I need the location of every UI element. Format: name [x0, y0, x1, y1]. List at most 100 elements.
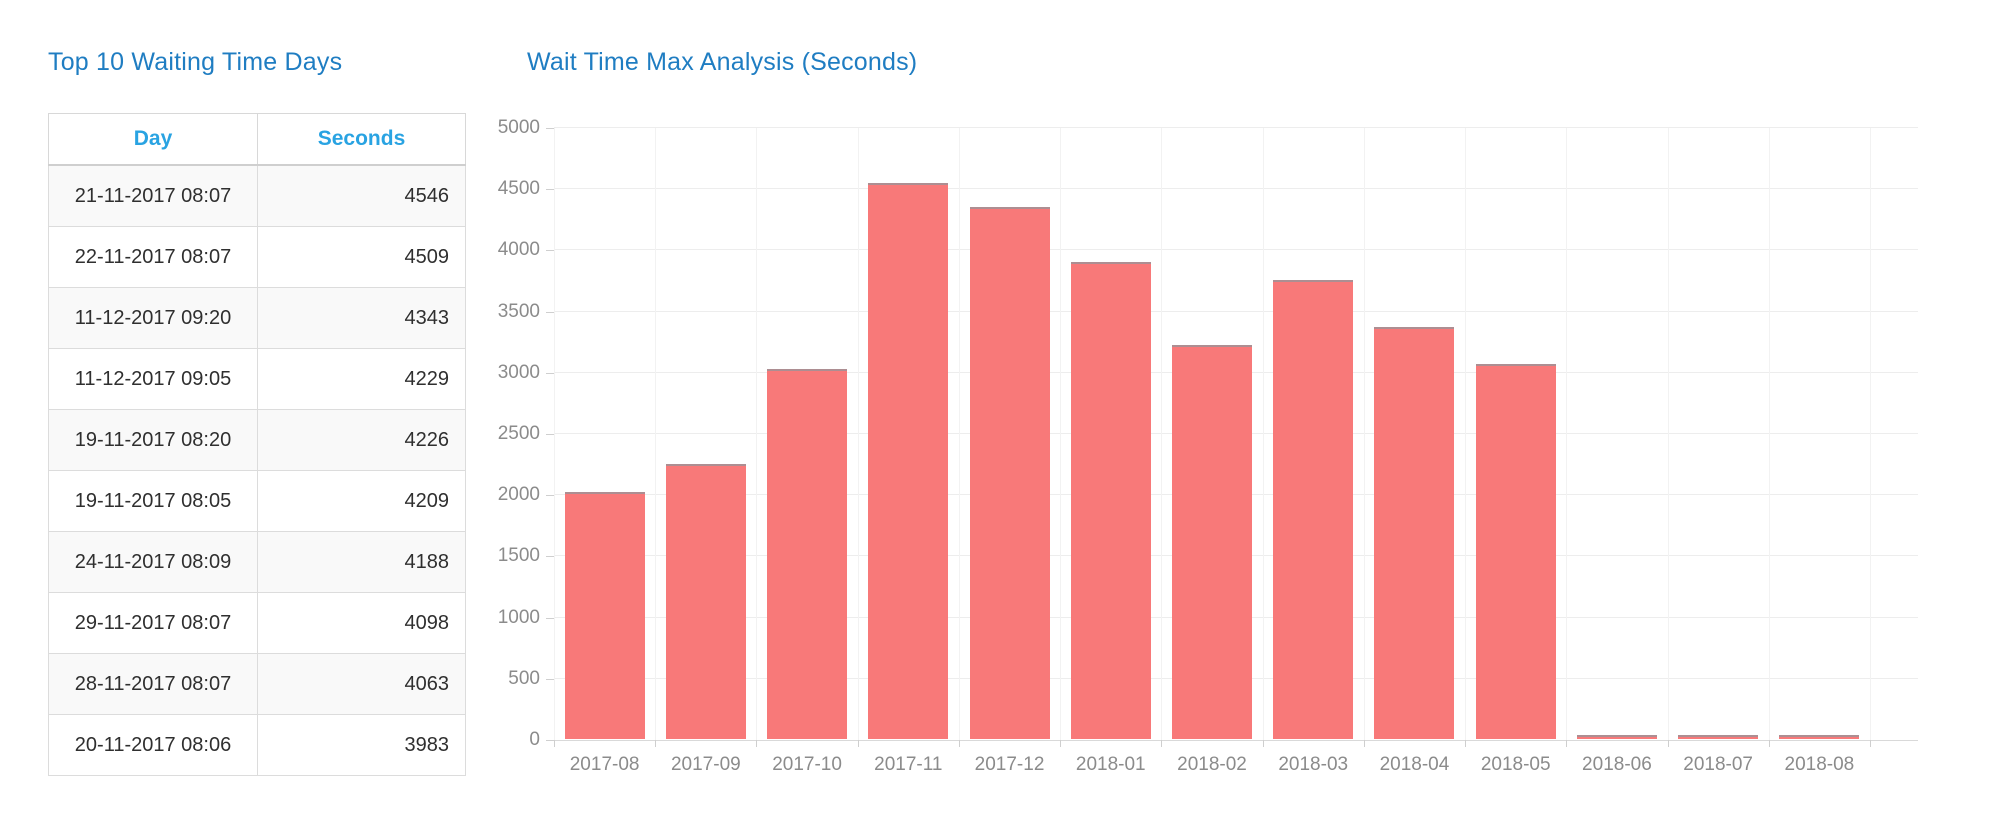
y-tick-mark [546, 678, 554, 680]
y-tick-mark [546, 128, 554, 129]
y-tick-mark [546, 311, 554, 313]
gridline-v [1667, 128, 1669, 740]
x-tick-mark [857, 740, 859, 747]
x-tick-mark [1667, 740, 1669, 747]
x-tick-label: 2017-09 [670, 754, 741, 775]
bar-2017-09[interactable] [665, 463, 746, 739]
y-tick-label: 500 [508, 667, 540, 689]
y-tick-mark [546, 617, 554, 619]
y-tick-label: 3500 [497, 300, 540, 322]
bar-2018-03[interactable] [1273, 280, 1354, 739]
seconds-cell: 4226 [257, 409, 466, 471]
table-row: 28-11-2017 08:07 4063 [48, 653, 466, 715]
bar-2017-11[interactable] [868, 182, 949, 739]
seconds-cell: 3983 [257, 714, 466, 776]
y-tick-mark [546, 556, 554, 558]
x-tick-label: 2018-06 [1582, 754, 1652, 775]
top10-waiting-table: Day Seconds 21-11-2017 08:07 4546 22-11-20… [48, 113, 466, 776]
table-header-row: Day Seconds [48, 113, 466, 166]
table-row: 21-11-2017 08:07 4546 [48, 164, 466, 227]
gridline-v [1262, 128, 1264, 740]
seconds-cell: 4546 [257, 164, 466, 227]
x-tick-mark [1870, 740, 1871, 747]
gridline-v [1060, 128, 1062, 740]
x-tick-label: 2017-11 [874, 754, 943, 775]
x-tick-mark [1768, 740, 1770, 747]
seconds-cell: 4209 [257, 470, 466, 532]
y-tick-label: 1000 [497, 606, 540, 628]
gridline-h [554, 249, 1918, 251]
x-tick-label: 2017-08 [569, 754, 640, 775]
bar-2017-12[interactable] [969, 207, 1050, 739]
x-tick-mark [1566, 740, 1568, 747]
y-tick-label: 2500 [497, 423, 540, 444]
y-tick-mark [546, 250, 554, 252]
gridline-v [958, 128, 960, 740]
seconds-cell: 4063 [257, 653, 466, 715]
gridline-v [655, 128, 657, 740]
day-cell: 19-11-2017 08:05 [48, 470, 258, 532]
y-tick-label: 3000 [497, 361, 540, 383]
gridline-v [1465, 128, 1467, 740]
x-tick-mark [958, 740, 960, 747]
day-cell: 28-11-2017 08:07 [48, 653, 258, 715]
gridline-h [554, 310, 1918, 312]
x-tick-label: 2018-02 [1177, 754, 1247, 775]
table-row: 11-12-2017 09:05 4229 [48, 348, 466, 410]
x-tick-label: 2017-12 [974, 754, 1045, 775]
bar-2018-05[interactable] [1475, 364, 1556, 739]
day-cell: 11-12-2017 09:20 [48, 287, 258, 349]
table-row: 22-11-2017 08:07 4509 [48, 226, 466, 288]
day-cell: 29-11-2017 08:07 [48, 592, 258, 654]
y-tick-mark [546, 495, 554, 497]
y-tick-label: 1500 [497, 545, 540, 567]
bar-2018-06[interactable] [1576, 735, 1657, 739]
gridline-v [1161, 128, 1163, 740]
gridline-h [554, 188, 1918, 190]
seconds-cell: 4098 [257, 592, 466, 654]
gridline-v [1363, 128, 1365, 740]
x-axis-baseline [554, 740, 1918, 741]
x-tick-mark [1161, 740, 1163, 747]
x-tick-label: 2018-05 [1480, 754, 1551, 775]
x-tick-label: 2018-03 [1278, 754, 1349, 775]
table-row: 29-11-2017 08:07 4098 [48, 592, 466, 654]
gridline-v [1566, 128, 1568, 740]
y-tick-mark [546, 434, 554, 435]
x-tick-mark [554, 740, 555, 747]
x-tick-label: 2018-04 [1379, 754, 1450, 775]
bar-2018-07[interactable] [1678, 735, 1759, 739]
seconds-cell: 4509 [257, 226, 466, 288]
y-tick-label: 5000 [497, 117, 540, 138]
bar-2017-10[interactable] [767, 369, 848, 739]
y-tick-label: 4000 [497, 239, 540, 261]
table-row: 19-11-2017 08:05 4209 [48, 470, 466, 532]
day-cell: 21-11-2017 08:07 [48, 164, 258, 227]
bar-2018-08[interactable] [1779, 735, 1860, 739]
bar-2017-08[interactable] [564, 491, 645, 739]
y-tick-label: 0 [529, 729, 540, 750]
x-tick-mark [655, 740, 657, 747]
day-cell: 24-11-2017 08:09 [48, 531, 258, 593]
bar-2018-02[interactable] [1172, 344, 1252, 739]
y-tick-mark [546, 740, 554, 741]
gridline-v [857, 128, 859, 740]
day-cell: 20-11-2017 08:06 [48, 714, 258, 776]
gridline-v [554, 128, 555, 740]
y-tick-label: 4500 [497, 178, 540, 200]
day-cell: 11-12-2017 09:05 [48, 348, 258, 410]
x-tick-label: 2018-01 [1075, 754, 1146, 775]
x-tick-mark [1060, 740, 1062, 747]
x-tick-mark [1363, 740, 1365, 747]
x-tick-label: 2018-07 [1683, 754, 1754, 775]
seconds-cell: 4188 [257, 531, 466, 593]
y-tick-label: 2000 [497, 484, 540, 506]
table-row: 24-11-2017 08:09 4188 [48, 531, 466, 593]
table-row: 20-11-2017 08:06 3983 [48, 714, 466, 776]
y-tick-mark [546, 189, 554, 191]
table-row: 11-12-2017 09:20 4343 [48, 287, 466, 349]
column-header-day: Day [48, 113, 258, 166]
table-title: Top 10 Waiting Time Days [48, 48, 343, 76]
bar-2018-01[interactable] [1070, 261, 1151, 739]
bar-2018-04[interactable] [1374, 326, 1455, 739]
